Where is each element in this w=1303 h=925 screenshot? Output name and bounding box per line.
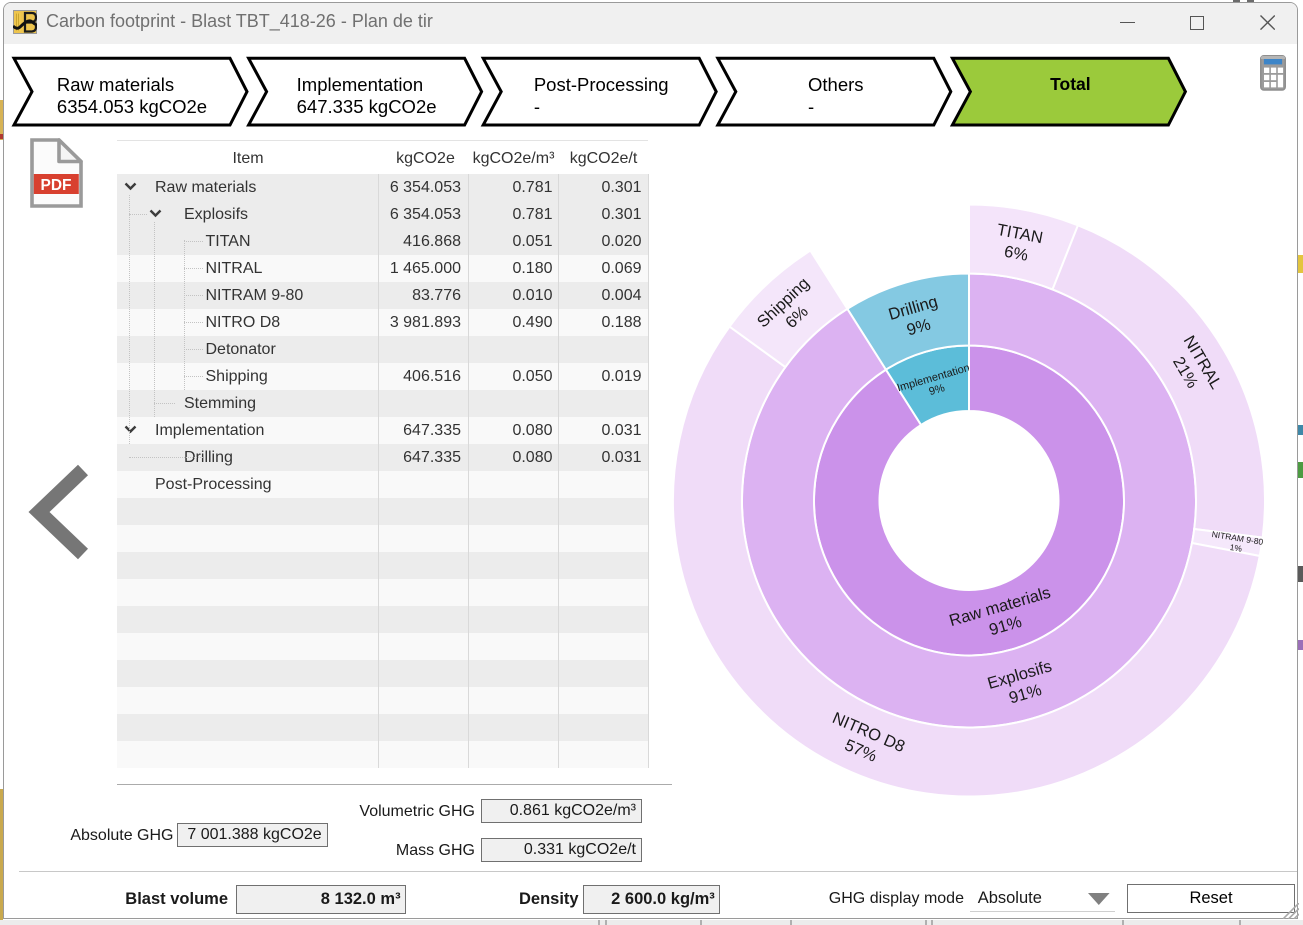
svg-text:PDF: PDF <box>41 177 72 194</box>
